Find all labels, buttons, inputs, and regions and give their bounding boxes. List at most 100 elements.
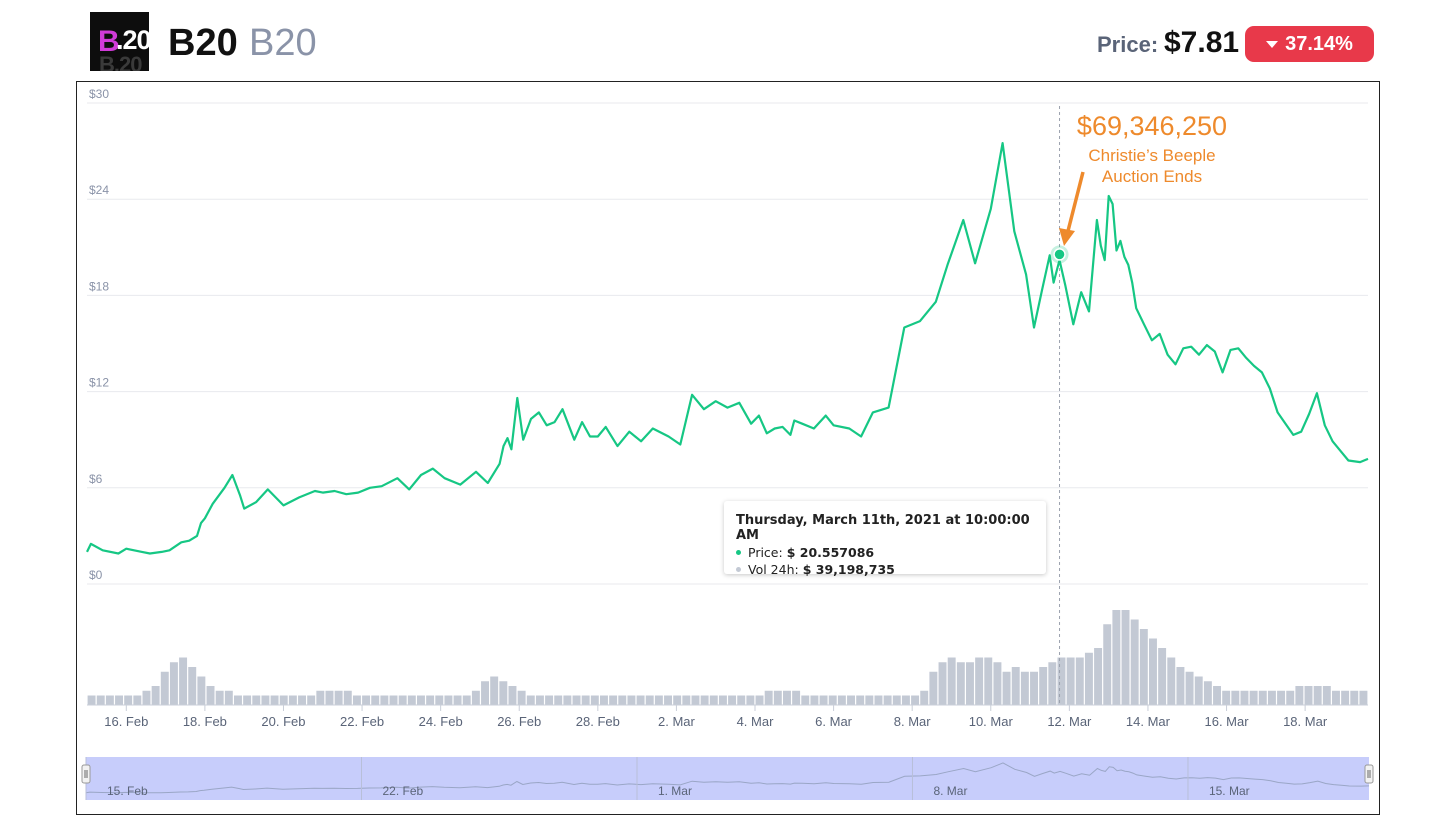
volume-bar [1057,657,1066,705]
volume-bar [718,695,727,705]
volume-bar [911,695,920,705]
price-change-badge: 37.14% [1245,26,1374,62]
volume-bar [1222,690,1231,705]
volume-bar [1277,690,1286,705]
volume-bar [151,686,160,705]
volume-bar [462,695,471,705]
volume-bar [993,662,1002,705]
volume-bar [801,695,810,705]
x-tick-label: 26. Feb [497,714,541,729]
x-tick-label: 16. Feb [104,714,148,729]
x-tick-label: 20. Feb [261,714,305,729]
highlight-point [1053,248,1066,261]
coin-logo: B .20 B.20 [90,12,149,71]
volume-bar [133,695,142,705]
annotation-arrow-head [1059,228,1075,246]
volume-bar [298,695,306,705]
volume-bar [673,695,682,705]
volume-bar [792,690,801,705]
volume-bar [865,695,874,705]
logo-number: .20 [116,25,149,55]
volume-bar [160,671,169,705]
volume-bar [1048,662,1057,705]
volume-bar [124,695,133,705]
x-tick-label: 6. Mar [815,714,853,729]
volume-bar [334,690,343,705]
volume-bar [938,662,947,705]
volume-bar [517,690,526,705]
navigator-line [85,762,1370,794]
volume-bar [1149,638,1157,705]
volume-bar [307,695,316,705]
x-tick-label: 28. Feb [576,714,620,729]
caret-down-icon [1266,40,1279,48]
tooltip-price-row: Price: $ 20.557086 [736,545,1046,560]
coin-symbol: B20 [249,22,317,64]
volume-bar [526,695,535,705]
volume-bar [901,695,910,705]
volume-bar [1167,657,1176,705]
volume-bar [828,695,837,705]
y-tick-label: $0 [89,568,103,582]
volume-bar [261,695,270,705]
volume-bar [847,695,855,705]
volume-bar [1258,690,1267,705]
tooltip-title: Thursday, March 11th, 2021 at 10:00:00 A… [736,513,1030,543]
y-tick-label: $24 [89,183,109,197]
volume-bar [87,695,96,705]
volume-bar [1203,681,1212,705]
volume-bar [96,695,105,705]
volume-bar [947,657,956,705]
volume-bar [426,695,435,705]
volume-bar [581,695,590,705]
logo-reflection: B.20 [99,52,142,71]
volume-bar [352,695,361,705]
volume-bar [325,690,334,705]
volume-bar [590,695,599,705]
volume-bar [654,695,663,705]
logo-letter: B [98,25,120,58]
volume-bar [288,695,297,705]
volume-bar [700,695,709,705]
volume-bar [417,695,425,705]
tooltip-volume-row: Vol 24h: $ 39,198,735 [736,562,1046,577]
volume-bar [142,690,151,705]
price-line [86,142,1369,555]
volume-bar [1103,624,1112,705]
navigator-tick-label: 22. Feb [382,784,423,798]
volume-bar [1185,671,1194,705]
navigator-tick-label: 15. Mar [1209,784,1250,798]
volume-bar [1194,676,1203,705]
volume-bar [691,695,700,705]
x-tick-label: 12. Mar [1047,714,1092,729]
volume-bar [682,695,691,705]
volume-bar [105,695,114,705]
volume-bar [535,695,544,705]
volume-bar [508,686,517,705]
x-tick-label: 2. Mar [658,714,696,729]
volume-bar [773,690,782,705]
volume-bar [270,695,279,705]
volume-bar [316,690,325,705]
x-tick-label: 18. Mar [1283,714,1328,729]
tooltip-volume-label: Vol 24h: [748,562,799,577]
volume-series-dot-icon [736,567,741,572]
coin-name: B20 [168,22,238,64]
volume-bar [920,690,929,705]
volume-bar [1249,690,1258,705]
volume-bar [490,676,499,705]
volume-bar [407,695,416,705]
volume-bar [252,695,261,705]
tooltip-price-label: Price: [748,545,783,560]
volume-bar [1341,690,1350,705]
volume-bar [435,695,444,705]
volume-bar [856,695,865,705]
volume-bar [1158,648,1167,705]
volume-bar [1231,690,1240,705]
volume-bar [444,695,453,705]
x-tick-label: 4. Mar [737,714,775,729]
price-change-value: 37.14% [1285,32,1353,55]
volume-bar [481,681,489,705]
volume-bar [1084,652,1093,705]
volume-bar [600,695,608,705]
